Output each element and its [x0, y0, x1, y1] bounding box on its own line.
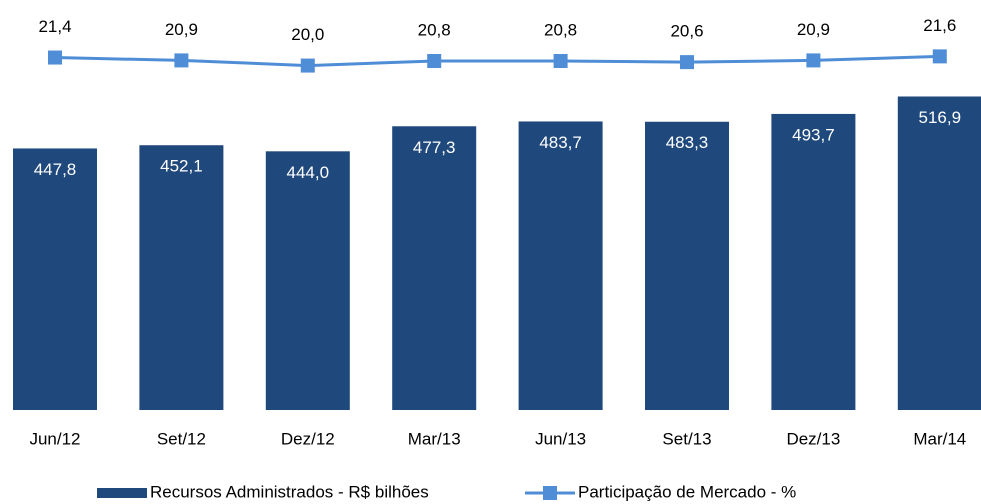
line-value-label: 20,6: [670, 22, 703, 41]
line-marker: [427, 53, 442, 68]
bar: [518, 121, 603, 410]
bar-value-label: 493,7: [792, 125, 835, 144]
line-value-label: 20,8: [418, 20, 451, 39]
x-tick-label: Jun/12: [29, 429, 80, 448]
bar-value-label: 516,9: [919, 108, 962, 127]
line-marker: [680, 55, 694, 70]
legend-swatch: [97, 488, 147, 498]
x-tick-label: Set/13: [662, 429, 711, 448]
line: [54, 54, 940, 68]
line-marker: [48, 50, 62, 65]
line-marker: [553, 53, 568, 68]
bar-value-label: 452,1: [160, 157, 203, 176]
bar: [392, 126, 477, 411]
bar-value-label: 447,8: [34, 160, 77, 179]
line-value-label: 21,4: [38, 17, 71, 36]
x-tick-label: Dez/13: [786, 429, 840, 448]
bar-value-label: 477,3: [413, 138, 456, 157]
line-marker: [300, 58, 315, 73]
line-value-label: 20,8: [544, 20, 577, 39]
x-tick-label: Dez/12: [281, 429, 335, 448]
legend-swatch-marker: [543, 486, 557, 500]
line-value-label: 20,9: [797, 20, 830, 39]
x-tick-label: Jun/13: [535, 429, 586, 448]
bar: [897, 96, 981, 410]
bar: [771, 113, 856, 411]
bar-value-label: 444,0: [287, 163, 330, 182]
line-value-label: 20,0: [291, 25, 324, 44]
x-tick-label: Mar/13: [408, 429, 461, 448]
legend-label: Participação de Mercado - %: [578, 482, 796, 501]
x-tick-label: Mar/14: [913, 429, 966, 448]
bar-value-label: 483,7: [539, 133, 582, 152]
line-marker: [806, 53, 821, 68]
bar-value-label: 483,3: [666, 133, 709, 152]
bar: [13, 148, 97, 410]
legend-label: Recursos Administrados - R$ bilhões: [150, 482, 429, 501]
line-value-label: 21,6: [923, 16, 956, 35]
bar: [265, 151, 350, 410]
line-value-label: 20,9: [165, 20, 198, 39]
line-marker: [174, 53, 189, 68]
bar: [645, 121, 729, 411]
x-tick-label: Set/12: [157, 429, 206, 448]
bar: [139, 145, 224, 410]
line-marker: [932, 49, 947, 64]
